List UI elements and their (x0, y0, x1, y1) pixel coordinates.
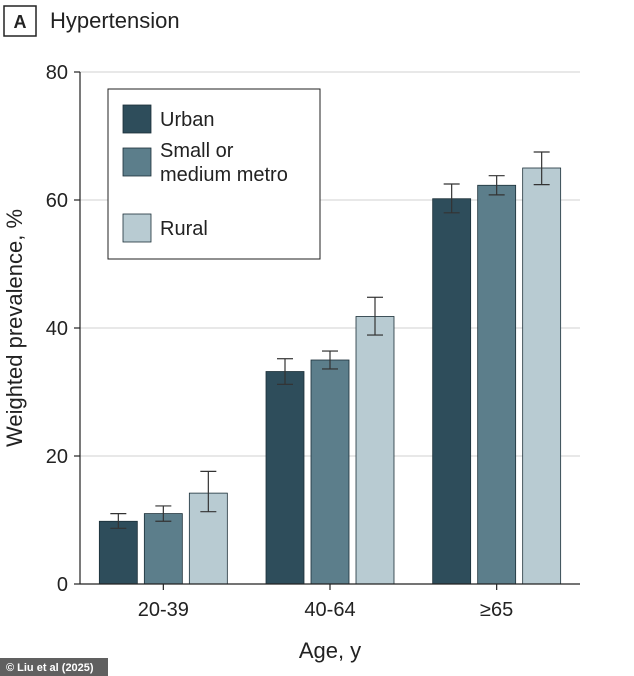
y-tick-label: 80 (46, 62, 68, 84)
y-tick-label: 60 (46, 190, 68, 212)
bar (432, 198, 472, 585)
legend-swatch (122, 147, 152, 177)
chart-title: Hypertension (50, 8, 180, 33)
y-tick-label: 20 (46, 446, 68, 468)
axes: 0 20 40 60 80 20-39 40-64 ≥65 (46, 62, 580, 621)
bar (355, 316, 395, 585)
x-tick-label: ≥65 (480, 599, 513, 621)
y-axis-title: Weighted prevalence, % (2, 209, 27, 447)
bar (143, 513, 183, 585)
x-tick-label: 20-39 (138, 599, 189, 621)
credit-text: © Liu et al (2025) (6, 662, 94, 674)
bars (98, 151, 562, 585)
bar (98, 520, 138, 585)
chart-title-group: A Hypertension (3, 5, 180, 37)
panel-label-box (3, 5, 37, 37)
credit-background (0, 658, 108, 676)
y-tick-label: 0 (57, 574, 68, 596)
x-axis-title: Age, y (299, 638, 361, 663)
y-tick-label: 40 (46, 318, 68, 340)
legend-label: Small or (160, 140, 234, 162)
legend-swatch (122, 213, 152, 243)
bar (310, 359, 350, 585)
panel-label: A (14, 12, 27, 32)
bar (477, 184, 517, 585)
credit-badge: © Liu et al (2025) (0, 658, 108, 676)
x-tick-label: 40-64 (304, 599, 355, 621)
legend-label: medium metro (160, 164, 288, 186)
legend-label: Rural (160, 218, 208, 240)
legend-label: Urban (160, 109, 214, 131)
bar (522, 167, 562, 585)
bar (265, 371, 305, 585)
legend-swatch (122, 104, 152, 134)
